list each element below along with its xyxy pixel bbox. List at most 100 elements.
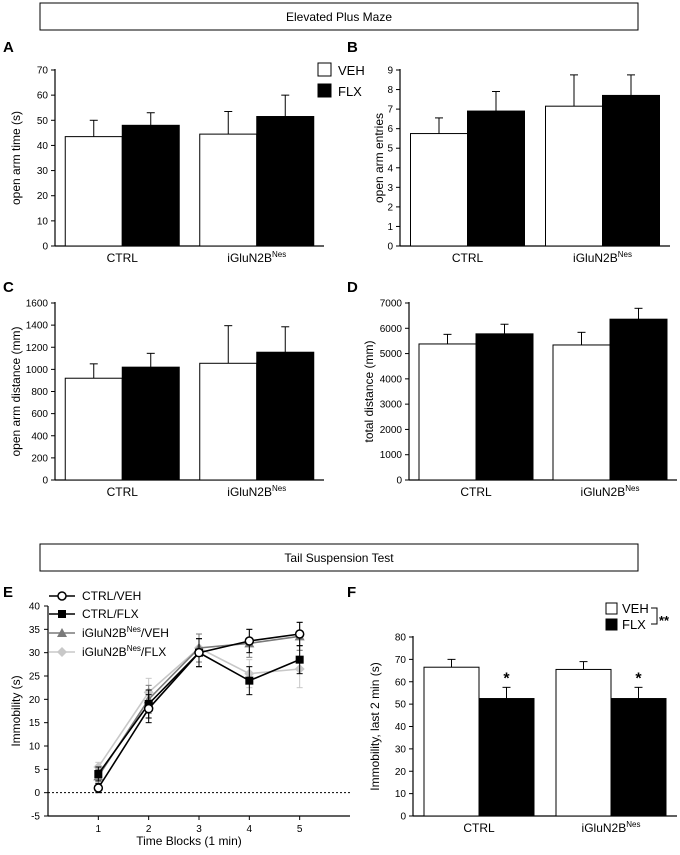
chart-c-bar-veh-1 [199,362,258,481]
chart-e-xlabel: Time Blocks (1 min) [136,834,242,848]
chart-f-bar-veh-0 [423,666,480,817]
chart-a-category-label-0: CTRL [107,251,139,265]
legend-e-marker-ctrl-flx [58,610,66,618]
header-box-bottom [39,543,639,572]
chart-d-category-sup-1: Nes [625,484,639,493]
chart-e-ytick-label-2: 5 [34,765,40,776]
legend-e-ko-flx-name: iGluN2B [82,645,127,659]
chart-e-point-ctrl-veh-4 [294,629,305,639]
panel-label-d: D [347,279,358,296]
chart-d-category-label-0: CTRL [460,485,492,499]
chart-b-ytick-label-6: 6 [387,124,393,135]
chart-c: 0 200 400 600 800 1000 1200 1400 1600 open arm di… [9,299,324,499]
chart-a-category-name-0: CTRL [107,251,139,265]
chart-f-sig-1: * [635,670,642,687]
chart-b-category-name-1: iGluN2B [573,251,618,265]
legend-e-ko-flx-suffix: /FLX [141,645,166,659]
chart-e-point-ctrl-veh-0 [93,783,104,793]
chart-e-ylabel: Immobility (s) [9,675,23,746]
chart-e-line-ctrl-flx [97,651,300,775]
legend-e-ko-veh-suffix: /VEH [141,626,169,640]
chart-a-bar-flx-0 [121,124,180,247]
chart-e-point-ctrl-flx-3 [245,676,254,685]
chart-f: 0 10 20 30 40 50 60 70 80 Immobility, last 2 min … [368,633,677,835]
chart-e-point-ctrl-veh-3 [244,636,255,646]
chart-e-ytick-label-7: 30 [29,648,41,659]
legend-e-label-ctrl-flx: CTRL/FLX [82,607,139,621]
chart-b-ytick-label-9: 9 [387,66,393,77]
chart-d-ytick-label-3: 3000 [380,400,403,411]
chart-e-ytick-label-1: 0 [34,788,40,799]
chart-b-ytick-label-7: 7 [387,105,393,116]
chart-d-ytick-label-0: 0 [396,476,402,487]
chart-f-ytick-label-6: 60 [395,677,407,688]
chart-c-ytick-label-8: 1600 [26,299,49,310]
chart-b-ylabel: open arm entries [372,113,386,203]
chart-d-ytick-label-4: 4000 [380,374,403,385]
chart-d-ytick-label-6: 6000 [380,324,403,335]
chart-b-bar-veh-1 [545,105,603,247]
legend-f-label-flx: FLX [622,617,646,632]
chart-f-bar-flx-1 [610,698,667,817]
legend-f-swatch-veh [605,602,618,615]
panel-label-b: B [347,39,358,56]
legend-e-label-ko-veh: iGluN2BNes/VEH [82,625,169,640]
chart-f-category-label-0: CTRL [463,821,495,835]
chart-a-bar-veh-1 [199,133,258,247]
chart-c-ytick-label-5: 1000 [26,365,49,376]
panel-label-a: A [3,39,14,56]
chart-d-category-name-0: CTRL [460,485,492,499]
chart-c-ytick-label-7: 1400 [26,321,49,332]
chart-e-ytick-label-3: 10 [29,742,41,753]
chart-d-bar-flx-0 [475,333,534,481]
chart-c-category-name-1: iGluN2B [227,485,272,499]
chart-b-ytick-label-8: 8 [387,85,393,96]
chart-b-ytick-label-4: 4 [387,163,393,174]
chart-b-category-sup-1: Nes [618,250,632,259]
header-top: Elevated Plus Maze [286,10,392,24]
legend-e-ko-veh-name: iGluN2B [82,626,127,640]
legend-f-swatch-flx [605,618,618,631]
panel-label-c: C [3,279,14,296]
chart-c-ylabel: open arm distance (mm) [9,326,23,456]
chart-b-category-label-0: CTRL [452,251,484,265]
chart-b-bar-flx-1 [602,94,660,247]
chart-d-ytick-label-2: 2000 [380,425,403,436]
chart-a-bar-flx-1 [256,116,315,247]
chart-c-ytick-label-2: 400 [31,431,48,442]
chart-b-ytick-label-3: 3 [387,183,393,194]
legend-e-marker-ctrl-veh [57,591,67,601]
legend-e-label-ko-flx: iGluN2BNes/FLX [82,644,166,659]
chart-e-xtick-label-1: 2 [146,824,152,835]
legend-e-ko-flx-sup: Nes [127,644,141,653]
legend-ab: VEH FLX [317,62,365,99]
chart-f-ytick-label-0: 0 [400,812,406,823]
chart-c-category-name-0: CTRL [107,485,139,499]
chart-d-ytick-label-1: 1000 [380,450,403,461]
chart-e-point-ctrl-flx-0 [94,770,103,778]
chart-d: 0 1000 2000 3000 4000 5000 6000 7000 total dista… [362,299,677,499]
chart-a-ytick-label-1: 10 [37,216,49,227]
chart-a-ylabel: open arm time (s) [9,111,23,205]
chart-e-ytick-label-5: 20 [29,695,41,706]
chart-f-category-name-0: CTRL [463,821,495,835]
chart-f-ylabel: Immobility, last 2 min (s) [368,662,382,790]
chart-b: 0 1 2 3 4 5 6 7 8 9 open arm entries CTRL iGluN2BNes [372,66,670,265]
chart-e-ytick-label-9: 40 [29,602,41,613]
chart-f-bar-veh-1 [555,668,612,817]
chart-a-ytick-label-4: 40 [37,141,49,152]
chart-a-ytick-label-6: 60 [37,91,49,102]
legend-swatch-flx [317,83,332,98]
chart-e-ytick-label-6: 25 [29,672,41,683]
chart-f-ytick-label-3: 30 [395,744,407,755]
chart-d-bar-veh-0 [418,343,477,481]
legend-label-flx: FLX [338,84,362,99]
legend-f-bracket [651,607,658,625]
chart-b-bar-veh-0 [410,133,468,247]
chart-e-point-ctrl-flx-4 [295,655,304,664]
chart-e-point-ctrl-veh-2 [194,647,204,658]
chart-d-category-label-1: iGluN2BNes [581,484,640,499]
chart-c-ytick-label-4: 800 [31,387,48,398]
chart-b-ytick-label-1: 1 [387,222,393,233]
chart-a-ytick-label-2: 20 [37,191,49,202]
